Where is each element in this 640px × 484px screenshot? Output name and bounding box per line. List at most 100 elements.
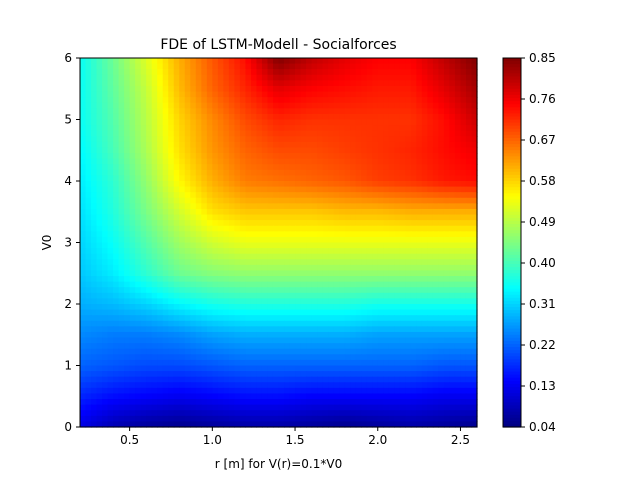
heatmap-cell [317, 113, 324, 121]
heatmap-cell [102, 80, 109, 87]
heatmap-cell [350, 186, 357, 193]
heatmap-cell [427, 365, 434, 372]
heatmap-cell [350, 410, 357, 417]
colorbar-strip [503, 128, 521, 133]
heatmap-cell [333, 208, 340, 216]
heatmap-cell [80, 197, 87, 204]
heatmap-cell [405, 270, 412, 277]
heatmap-cell [394, 102, 401, 109]
heatmap-cell [295, 343, 302, 350]
heatmap-cell [372, 214, 379, 221]
heatmap-cell [223, 85, 230, 93]
heatmap-cell [157, 253, 164, 260]
heatmap-cell [405, 97, 412, 104]
heatmap-cell [267, 130, 274, 137]
heatmap-cell [350, 136, 357, 143]
heatmap-cell [454, 85, 462, 93]
heatmap-cell [85, 248, 92, 255]
heatmap-cell [427, 69, 434, 76]
heatmap-cell [96, 399, 103, 406]
heatmap-cell [344, 343, 351, 350]
heatmap-cell [91, 415, 98, 423]
heatmap-cell [333, 80, 340, 87]
heatmap-cell [201, 399, 208, 406]
heatmap-cell [96, 315, 103, 322]
heatmap-cell [394, 80, 401, 87]
heatmap-cell [85, 365, 92, 372]
heatmap-cell [361, 309, 368, 316]
heatmap-cell [405, 315, 412, 322]
heatmap-cell [372, 74, 379, 81]
heatmap-cell [184, 58, 191, 65]
heatmap-cell [460, 125, 467, 132]
heatmap-cell [405, 141, 412, 149]
heatmap-cell [267, 141, 274, 149]
heatmap-cell [80, 298, 87, 305]
heatmap-cell [443, 119, 451, 126]
heatmap-cell [261, 304, 269, 311]
heatmap-cell [228, 113, 235, 121]
heatmap-cell [217, 69, 224, 76]
x-tick-label: 1.0 [203, 433, 222, 447]
heatmap-cell [317, 304, 324, 311]
heatmap-cell [399, 74, 406, 81]
heatmap-cell [151, 298, 158, 305]
heatmap-cell [195, 169, 202, 177]
heatmap-cell [118, 399, 125, 406]
heatmap-cell [344, 242, 351, 249]
heatmap-cell [350, 236, 357, 244]
colorbar-strip [503, 288, 521, 293]
heatmap-cell [85, 236, 92, 244]
heatmap-cell [129, 376, 136, 383]
heatmap-cell [317, 298, 324, 305]
heatmap-cell [306, 158, 313, 165]
heatmap-cell [151, 287, 158, 294]
heatmap-cell [377, 270, 384, 277]
heatmap-cell [228, 309, 235, 316]
heatmap-cell [377, 147, 384, 154]
heatmap-cell [135, 298, 142, 305]
heatmap-cell [162, 354, 169, 361]
heatmap-cell [250, 382, 258, 389]
heatmap-cell [261, 63, 269, 70]
heatmap-cell [135, 304, 142, 311]
heatmap-cell [432, 354, 439, 361]
heatmap-cell [333, 192, 340, 199]
heatmap-cell [339, 181, 346, 188]
heatmap-cell [311, 63, 318, 70]
heatmap-cell [256, 181, 263, 188]
heatmap-cell [421, 74, 428, 81]
heatmap-cell [96, 108, 103, 115]
heatmap-cell [383, 399, 390, 406]
heatmap-cell [449, 231, 456, 238]
heatmap-cell [300, 326, 307, 333]
heatmap-cell [383, 175, 390, 182]
heatmap-cell [162, 415, 169, 423]
heatmap-cell [377, 415, 384, 423]
heatmap-cell [388, 130, 395, 137]
heatmap-cell [405, 304, 412, 311]
heatmap-cell [80, 85, 87, 93]
heatmap-cell [306, 97, 313, 104]
heatmap-cell [267, 147, 274, 154]
heatmap-cell [96, 208, 103, 216]
heatmap-cell [284, 225, 291, 232]
heatmap-cell [113, 153, 120, 160]
heatmap-cell [217, 153, 224, 160]
heatmap-cell [102, 164, 109, 171]
heatmap-cell [278, 141, 285, 149]
heatmap-cell [295, 315, 302, 322]
heatmap-cell [146, 248, 153, 255]
heatmap-cell [173, 242, 180, 249]
heatmap-cell [179, 186, 186, 193]
heatmap-cell [421, 158, 428, 165]
heatmap-cell [465, 348, 473, 355]
heatmap-cell [449, 69, 456, 76]
heatmap-cell [416, 80, 423, 87]
heatmap-cell [256, 197, 263, 204]
heatmap-cell [454, 119, 462, 126]
heatmap-cell [234, 292, 241, 300]
heatmap-cell [85, 281, 92, 288]
heatmap-cell [190, 141, 197, 149]
heatmap-cell [129, 382, 136, 389]
